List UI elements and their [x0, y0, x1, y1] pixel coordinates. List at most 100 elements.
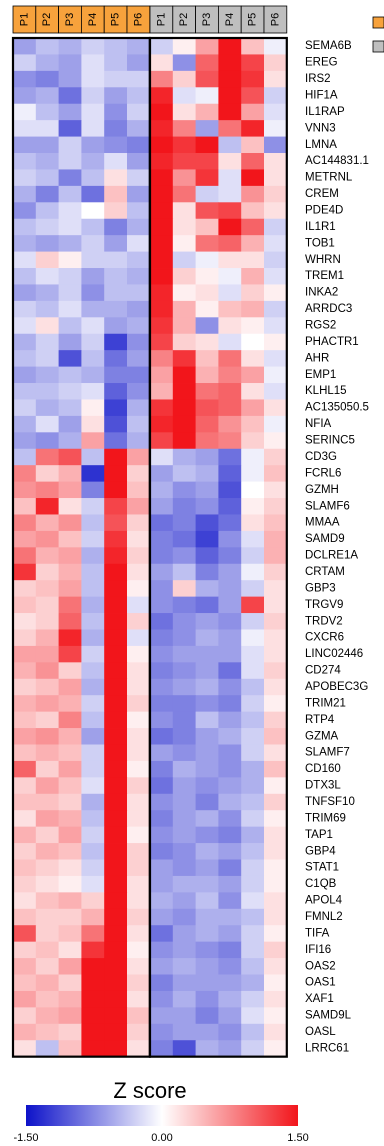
- group-legend-swatch: [372, 16, 384, 29]
- heatmap-cell: [104, 547, 128, 565]
- heatmap-cell: [264, 383, 288, 400]
- heatmap-cell: [172, 810, 196, 828]
- heatmap-cell: [241, 366, 265, 384]
- heatmap-cell: [195, 251, 219, 269]
- heatmap-cell: [58, 711, 82, 729]
- heatmap-cell: [241, 350, 265, 367]
- column-header-label: P1: [18, 13, 30, 26]
- heatmap-cell: [81, 563, 105, 581]
- heatmap-cell: [81, 235, 105, 252]
- heatmap-cell: [104, 235, 128, 252]
- gene-label: TRDV2: [305, 615, 343, 627]
- heatmap-cell: [58, 990, 82, 1008]
- heatmap-cell: [13, 465, 37, 483]
- column-header-label: P3: [64, 13, 76, 26]
- gene-label: SAMD9: [305, 533, 345, 545]
- gene-label: TRIM69: [305, 812, 346, 824]
- heatmap-cell: [195, 481, 219, 499]
- heatmap-cell: [150, 350, 174, 367]
- heatmap-cell: [172, 925, 196, 943]
- heatmap-cell: [172, 317, 196, 335]
- heatmap-cell: [150, 103, 174, 121]
- heatmap-cell: [104, 169, 128, 187]
- heatmap-cell: [172, 169, 196, 187]
- heatmap-cell: [13, 103, 37, 121]
- heatmap-cell: [35, 317, 59, 335]
- heatmap-cell: [127, 580, 151, 598]
- gene-label: IL1RAP: [305, 106, 345, 118]
- heatmap-cell: [218, 333, 242, 351]
- heatmap-cell: [13, 530, 37, 548]
- heatmap-cell: [264, 465, 288, 483]
- heatmap-cell: [218, 399, 242, 417]
- heatmap-cell: [218, 415, 242, 433]
- heatmap-cell: [150, 908, 174, 926]
- heatmap-cell: [218, 54, 242, 72]
- heatmap-cell: [127, 366, 151, 384]
- heatmap-cell: [13, 613, 37, 630]
- heatmap-cell: [104, 498, 128, 515]
- colorbar: [26, 1105, 298, 1126]
- heatmap-cell: [35, 974, 59, 992]
- heatmap-cell: [81, 514, 105, 532]
- heatmap-cell: [150, 843, 174, 860]
- heatmap-cell: [172, 70, 196, 88]
- heatmap-cell: [13, 826, 37, 844]
- heatmap-cell: [264, 629, 288, 647]
- heatmap-cell: [150, 498, 174, 515]
- colorbar-title: Z score: [113, 1078, 186, 1103]
- gene-label: METRNL: [305, 172, 353, 184]
- heatmap-cell: [264, 810, 288, 828]
- heatmap-cell: [127, 498, 151, 515]
- heatmap-cell: [35, 498, 59, 515]
- heatmap-cell: [264, 235, 288, 252]
- heatmap-cell: [150, 530, 174, 548]
- heatmap-cell: [241, 448, 265, 466]
- heatmap-cell: [241, 958, 265, 975]
- heatmap-cell: [172, 87, 196, 105]
- heatmap-cell: [218, 760, 242, 778]
- column-header-label: P6: [132, 13, 144, 26]
- heatmap-cell: [195, 235, 219, 252]
- gene-label: APOL4: [305, 895, 343, 907]
- heatmap-cell: [104, 990, 128, 1008]
- heatmap-cell: [127, 169, 151, 187]
- heatmap-cell: [241, 70, 265, 88]
- heatmap-cell: [13, 1007, 37, 1025]
- heatmap-cell: [218, 251, 242, 269]
- heatmap-cell: [13, 662, 37, 680]
- heatmap-cell: [172, 399, 196, 417]
- heatmap-cell: [35, 136, 59, 154]
- column-header-label: P2: [178, 13, 190, 26]
- heatmap-cell: [218, 662, 242, 680]
- heatmap-cell: [241, 728, 265, 745]
- heatmap-cell: [127, 793, 151, 811]
- heatmap-cell: [127, 399, 151, 417]
- heatmap-cell: [58, 563, 82, 581]
- gene-label: C1QB: [305, 878, 337, 890]
- heatmap-cell: [264, 268, 288, 285]
- gene-label: DTX3L: [305, 780, 341, 792]
- heatmap-cell: [104, 892, 128, 910]
- heatmap-cell: [104, 645, 128, 663]
- heatmap-cell: [195, 185, 219, 203]
- heatmap-cell: [264, 793, 288, 811]
- gene-label: EMP1: [305, 369, 336, 381]
- heatmap-cell: [104, 695, 128, 713]
- gene-label: STAT1: [305, 862, 339, 874]
- heatmap-cell: [35, 892, 59, 910]
- heatmap-cell: [218, 826, 242, 844]
- heatmap-cell: [58, 728, 82, 745]
- gene-label: FMNL2: [305, 911, 343, 923]
- gene-label: SERINC5: [305, 435, 355, 447]
- gene-label: OAS2: [305, 960, 336, 972]
- heatmap-cell: [241, 333, 265, 351]
- heatmap-cell: [150, 629, 174, 647]
- heatmap-cell: [35, 728, 59, 745]
- heatmap-cell: [172, 728, 196, 745]
- heatmap-cell: [81, 958, 105, 975]
- gene-label: RGS2: [305, 320, 336, 332]
- heatmap-cell: [104, 1023, 128, 1041]
- heatmap-cell: [127, 251, 151, 269]
